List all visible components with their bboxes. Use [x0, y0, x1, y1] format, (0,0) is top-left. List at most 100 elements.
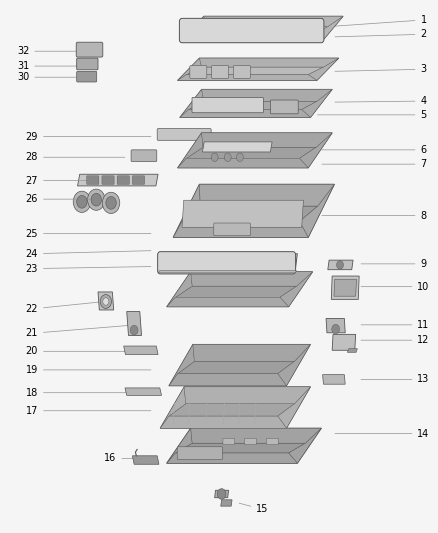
Polygon shape — [98, 292, 114, 310]
FancyBboxPatch shape — [192, 98, 263, 113]
Text: 14: 14 — [335, 429, 430, 439]
Polygon shape — [191, 27, 328, 36]
Polygon shape — [182, 16, 343, 42]
Text: 9: 9 — [361, 259, 427, 269]
Polygon shape — [278, 387, 311, 428]
FancyBboxPatch shape — [131, 150, 157, 161]
Polygon shape — [167, 428, 192, 463]
Text: 12: 12 — [361, 335, 430, 345]
Polygon shape — [167, 272, 192, 307]
Polygon shape — [326, 318, 345, 333]
Text: 27: 27 — [25, 175, 94, 185]
Polygon shape — [184, 387, 311, 403]
Text: 1: 1 — [335, 15, 427, 26]
Polygon shape — [280, 272, 313, 307]
Polygon shape — [124, 346, 158, 354]
Polygon shape — [176, 443, 305, 453]
Polygon shape — [180, 110, 311, 117]
Polygon shape — [332, 334, 356, 350]
Text: 8: 8 — [322, 211, 427, 221]
Text: 18: 18 — [26, 387, 142, 398]
Text: 6: 6 — [322, 145, 427, 155]
Polygon shape — [178, 75, 317, 80]
Polygon shape — [178, 133, 203, 168]
Polygon shape — [178, 361, 294, 374]
Text: 5: 5 — [318, 110, 427, 120]
Polygon shape — [322, 375, 345, 384]
Polygon shape — [167, 428, 321, 463]
FancyBboxPatch shape — [177, 447, 223, 459]
Polygon shape — [347, 349, 357, 352]
FancyBboxPatch shape — [77, 58, 98, 70]
Polygon shape — [199, 58, 339, 67]
Polygon shape — [169, 374, 286, 386]
FancyBboxPatch shape — [245, 438, 256, 445]
FancyBboxPatch shape — [117, 176, 129, 184]
Polygon shape — [188, 101, 317, 110]
Text: 24: 24 — [26, 249, 151, 259]
Circle shape — [100, 295, 112, 309]
FancyBboxPatch shape — [102, 176, 114, 184]
Text: 23: 23 — [26, 264, 151, 273]
Text: 26: 26 — [26, 194, 94, 204]
Circle shape — [224, 153, 231, 161]
Polygon shape — [173, 184, 334, 237]
Text: 28: 28 — [26, 152, 125, 162]
Polygon shape — [202, 142, 272, 152]
Polygon shape — [180, 90, 332, 117]
Circle shape — [217, 489, 226, 499]
Polygon shape — [191, 272, 313, 286]
Text: 25: 25 — [25, 229, 151, 239]
Polygon shape — [215, 490, 229, 498]
Text: 4: 4 — [335, 96, 427, 106]
Polygon shape — [186, 67, 323, 75]
Text: 11: 11 — [361, 320, 430, 330]
Polygon shape — [300, 184, 334, 237]
Polygon shape — [173, 221, 308, 237]
Text: 32: 32 — [17, 46, 77, 56]
Polygon shape — [328, 260, 353, 270]
Text: 13: 13 — [361, 375, 430, 384]
Polygon shape — [204, 16, 343, 27]
Polygon shape — [331, 276, 359, 300]
Text: 29: 29 — [26, 132, 151, 142]
Circle shape — [332, 324, 339, 334]
Circle shape — [130, 325, 138, 335]
Polygon shape — [313, 16, 343, 42]
Polygon shape — [201, 90, 332, 101]
Polygon shape — [169, 403, 294, 416]
Polygon shape — [169, 344, 194, 386]
Polygon shape — [182, 206, 318, 221]
FancyBboxPatch shape — [76, 42, 103, 57]
Polygon shape — [173, 184, 200, 237]
Polygon shape — [193, 344, 311, 361]
Polygon shape — [334, 279, 357, 296]
Polygon shape — [167, 272, 313, 307]
Polygon shape — [178, 58, 201, 80]
Circle shape — [211, 153, 218, 161]
Polygon shape — [186, 147, 316, 158]
Polygon shape — [182, 200, 304, 227]
Polygon shape — [180, 90, 204, 117]
Circle shape — [73, 191, 91, 213]
Text: 19: 19 — [26, 365, 151, 375]
Polygon shape — [300, 133, 332, 168]
Polygon shape — [178, 133, 332, 168]
Polygon shape — [199, 184, 334, 206]
Circle shape — [102, 192, 120, 214]
Polygon shape — [176, 286, 297, 297]
Polygon shape — [278, 344, 311, 386]
Polygon shape — [178, 58, 339, 80]
FancyBboxPatch shape — [77, 71, 97, 82]
Polygon shape — [158, 271, 297, 273]
FancyBboxPatch shape — [214, 223, 251, 236]
Polygon shape — [182, 36, 321, 42]
FancyBboxPatch shape — [132, 176, 145, 184]
Circle shape — [91, 193, 102, 206]
Polygon shape — [302, 90, 332, 117]
Text: 2: 2 — [335, 29, 427, 39]
Circle shape — [77, 196, 87, 208]
FancyBboxPatch shape — [157, 128, 211, 140]
Polygon shape — [167, 297, 289, 307]
FancyBboxPatch shape — [190, 66, 207, 78]
